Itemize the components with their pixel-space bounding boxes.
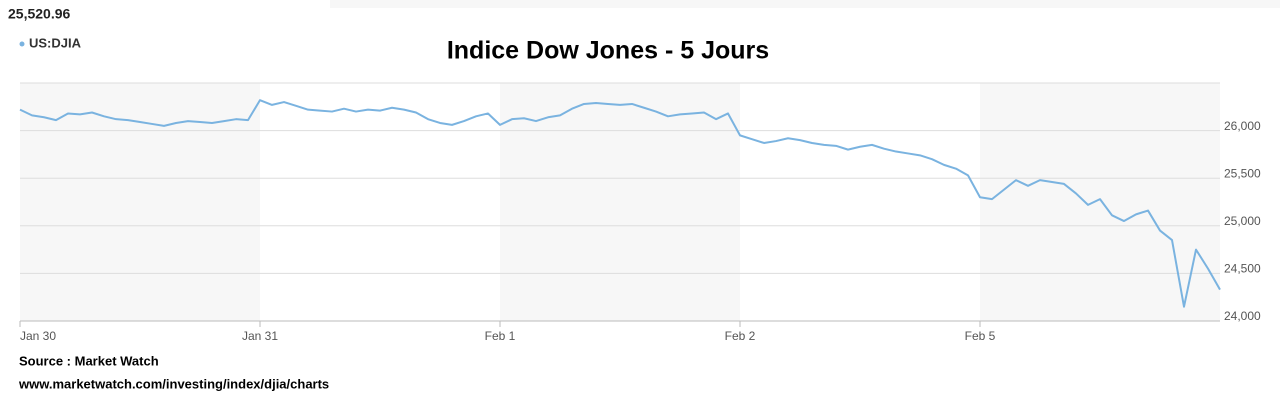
y-tick-label: 25,500 (1224, 166, 1261, 180)
day-band (980, 83, 1220, 321)
last-value: 25,520.96 (8, 6, 70, 22)
legend-label: US:DJIA (29, 35, 82, 50)
source: Source : Market Watch (19, 353, 159, 368)
y-tick-label: 24,000 (1224, 309, 1261, 323)
line-series (19, 99, 1221, 308)
x-tick-label: Jan 30 (20, 329, 56, 343)
day-band (20, 83, 260, 321)
x-tick-label: Feb 2 (725, 329, 756, 343)
x-tick-label: Feb 5 (965, 329, 996, 343)
y-tick-label: 24,500 (1224, 262, 1261, 276)
x-tick-label: Feb 1 (485, 329, 516, 343)
header-band (330, 0, 1280, 8)
day-band (500, 83, 740, 321)
legend-marker (19, 41, 25, 47)
y-tick-label: 26,000 (1224, 119, 1261, 133)
x-tick-label: Jan 31 (242, 329, 278, 343)
source-url: www.marketwatch.com/investing/index/djia… (18, 376, 329, 391)
y-tick-label: 25,000 (1224, 214, 1261, 228)
chart-title: Indice Dow Jones - 5 Jours (447, 37, 769, 65)
